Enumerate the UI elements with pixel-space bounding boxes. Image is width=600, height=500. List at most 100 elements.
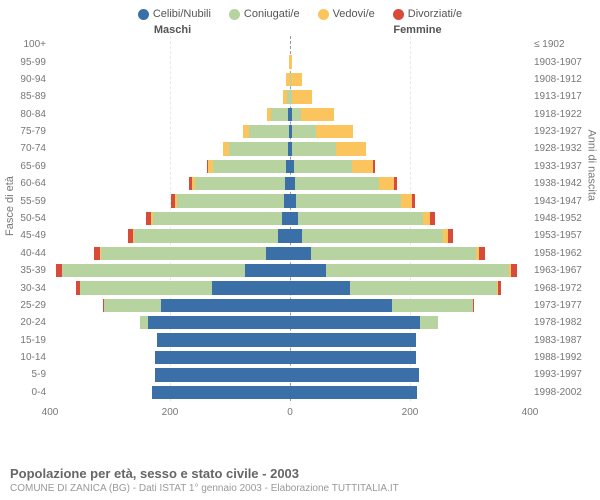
age-label: 30-34: [2, 283, 46, 294]
bar-segment: [498, 281, 502, 294]
bar-male: [50, 299, 290, 312]
x-tick: 200: [402, 407, 419, 418]
bar-male: [50, 333, 290, 346]
bar-segment: [148, 316, 290, 329]
legend-swatch: [138, 9, 149, 20]
bar-female: [290, 90, 530, 103]
bar-segment: [290, 264, 326, 277]
bar-female: [290, 142, 530, 155]
age-label: 70-74: [2, 143, 46, 154]
bar-segment: [326, 264, 509, 277]
bar-segment: [290, 333, 416, 346]
bar-male: [50, 125, 290, 138]
age-row: 85-891913-1917: [50, 88, 530, 105]
birth-label: 1933-1937: [534, 161, 596, 172]
bar-male: [50, 386, 290, 399]
bar-segment: [290, 368, 419, 381]
age-row: 35-391963-1967: [50, 262, 530, 279]
age-row: 70-741928-1932: [50, 140, 530, 157]
bar-segment: [290, 281, 350, 294]
bar-female: [290, 160, 530, 173]
age-row: 15-191983-1987: [50, 331, 530, 348]
birth-label: 1913-1917: [534, 91, 596, 102]
bar-segment: [290, 247, 311, 260]
bar-segment: [155, 351, 290, 364]
age-row: 30-341968-1972: [50, 279, 530, 296]
age-row: 95-991903-1907: [50, 53, 530, 70]
age-label: 80-84: [2, 109, 46, 120]
birth-label: 1903-1907: [534, 57, 596, 68]
age-label: 75-79: [2, 126, 46, 137]
bar-segment: [278, 229, 290, 242]
bar-male: [50, 73, 290, 86]
age-row: 65-691933-1937: [50, 158, 530, 175]
age-row: 10-141988-1992: [50, 349, 530, 366]
bar-segment: [282, 212, 290, 225]
bar-segment: [448, 229, 453, 242]
birth-label: 1948-1952: [534, 213, 596, 224]
bar-segment: [80, 281, 212, 294]
bar-segment: [161, 299, 290, 312]
bar-male: [50, 351, 290, 364]
age-label: 20-24: [2, 317, 46, 328]
bar-male: [50, 368, 290, 381]
bar-female: [290, 247, 530, 260]
bar-segment: [290, 55, 292, 68]
age-row: 55-591943-1947: [50, 192, 530, 209]
age-label: 85-89: [2, 91, 46, 102]
age-row: 50-541948-1952: [50, 210, 530, 227]
bar-male: [50, 212, 290, 225]
birth-label: 1938-1942: [534, 178, 596, 189]
bar-segment: [311, 247, 476, 260]
plot-area: 100+≤ 190295-991903-190790-941908-191285…: [50, 36, 530, 401]
bar-segment: [401, 194, 412, 207]
age-label: 95-99: [2, 57, 46, 68]
gender-headers: Maschi Femmine: [0, 24, 600, 36]
bar-male: [50, 229, 290, 242]
bar-male: [50, 264, 290, 277]
bar-segment: [134, 229, 278, 242]
x-tick: 0: [287, 407, 293, 418]
bar-segment: [212, 281, 290, 294]
birth-label: 1963-1967: [534, 265, 596, 276]
age-label: 25-29: [2, 300, 46, 311]
bar-segment: [352, 160, 373, 173]
bar-segment: [292, 108, 302, 121]
bar-segment: [379, 177, 395, 190]
age-row: 5-91993-1997: [50, 366, 530, 383]
bar-segment: [104, 299, 161, 312]
bar-segment: [479, 247, 485, 260]
bar-segment: [157, 333, 290, 346]
bar-segment: [290, 299, 392, 312]
bar-female: [290, 194, 530, 207]
bar-segment: [245, 264, 290, 277]
age-row: 75-791923-1927: [50, 123, 530, 140]
bar-female: [290, 212, 530, 225]
bar-segment: [336, 142, 366, 155]
bar-segment: [296, 194, 401, 207]
birth-label: 1943-1947: [534, 196, 596, 207]
legend: Celibi/NubiliConiugati/eVedovi/eDivorzia…: [0, 0, 600, 24]
bar-segment: [316, 125, 353, 138]
bar-male: [50, 142, 290, 155]
bar-segment: [412, 194, 416, 207]
bar-segment: [177, 194, 284, 207]
age-label: 35-39: [2, 265, 46, 276]
birth-label: 1968-1972: [534, 283, 596, 294]
bar-segment: [302, 229, 443, 242]
bar-female: [290, 125, 530, 138]
bar-female: [290, 351, 530, 364]
bar-segment: [301, 108, 334, 121]
age-label: 65-69: [2, 161, 46, 172]
bar-male: [50, 55, 290, 68]
birth-label: 1998-2002: [534, 387, 596, 398]
bar-segment: [153, 212, 282, 225]
bar-segment: [249, 125, 289, 138]
legend-label: Coniugati/e: [244, 8, 300, 20]
bar-segment: [292, 90, 311, 103]
birth-label: 1958-1962: [534, 248, 596, 259]
bar-segment: [294, 160, 353, 173]
bar-segment: [62, 264, 245, 277]
header-male: Maschi: [0, 24, 295, 36]
bar-male: [50, 38, 290, 51]
